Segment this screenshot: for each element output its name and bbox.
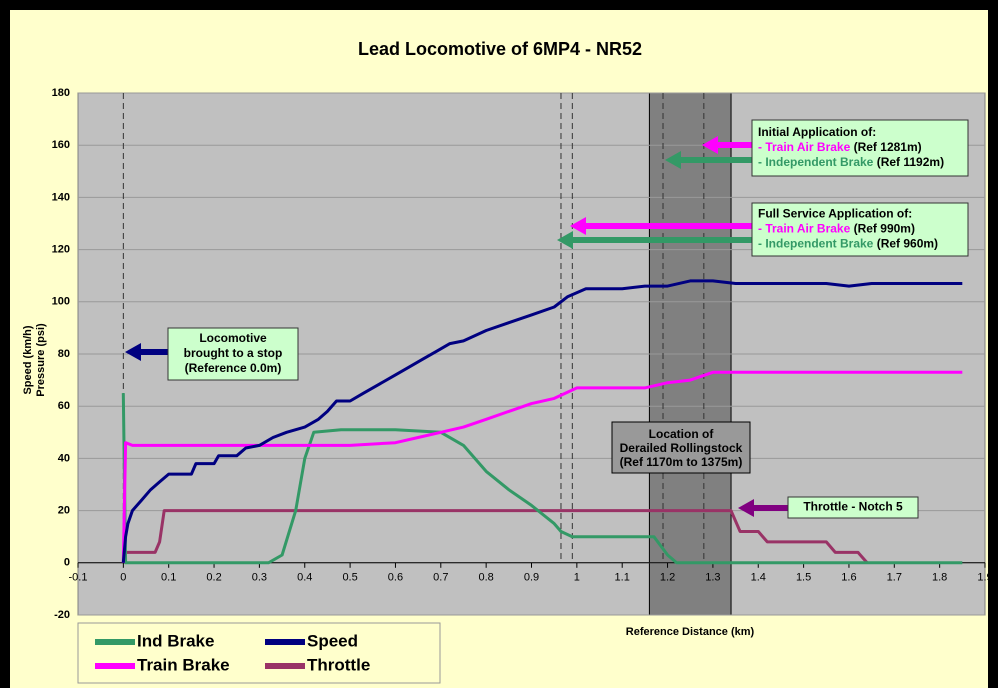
annotation-text: Initial Application of:: [758, 125, 876, 139]
x-tick-label: 1.5: [796, 572, 811, 584]
x-tick-label: 0.4: [297, 572, 312, 584]
x-tick-label: -0.1: [69, 572, 88, 584]
y-tick-label: -20: [54, 609, 70, 621]
annotation-text: Throttle - Notch 5: [803, 500, 903, 514]
x-tick-label: 1.1: [615, 572, 630, 584]
legend-box: [77, 622, 441, 684]
arrow-head: [665, 151, 681, 169]
chart-title: Lead Locomotive of 6MP4 - NR52: [358, 39, 642, 59]
y-axis-title: Speed (km/h): [22, 325, 34, 394]
y-tick-label: 40: [58, 452, 70, 464]
annotation-text: - Train Air Brake (Ref 1281m): [758, 140, 922, 154]
annotation-part: - Train Air Brake: [758, 222, 851, 236]
x-tick-label: 0: [120, 572, 126, 584]
arrow-head: [557, 231, 573, 249]
annotation-part: - Independent Brake: [758, 155, 874, 169]
annotation-part: - Train Air Brake: [758, 140, 851, 154]
x-tick-label: 0.1: [161, 572, 176, 584]
x-tick-label: 0.3: [252, 572, 267, 584]
y-axis-title: Pressure (psi): [35, 323, 47, 397]
legend-label: Ind Brake: [137, 631, 214, 650]
region-label-box: [611, 421, 751, 474]
annotation-text: - Train Air Brake (Ref 990m): [758, 222, 915, 236]
x-axis-title: Reference Distance (km): [626, 626, 755, 638]
annotation-part: (Ref 1281m): [850, 140, 921, 154]
arrow-head: [125, 343, 141, 361]
x-tick-label: 0.2: [206, 572, 221, 584]
annotation-box: [751, 119, 969, 177]
y-tick-label: 160: [52, 139, 70, 151]
y-tick-label: 120: [52, 244, 70, 256]
annotation-part: (Ref 960m): [873, 237, 938, 251]
series-line: [121, 509, 869, 564]
annotation-box: [787, 496, 919, 519]
arrow-head: [738, 499, 754, 517]
series-line: [121, 279, 963, 563]
x-tick-label: 1.3: [705, 572, 720, 584]
x-tick-label: 1.6: [841, 572, 856, 584]
arrow-head: [570, 217, 586, 235]
annotation-box: [167, 327, 299, 381]
x-tick-label: 0.7: [433, 572, 448, 584]
x-tick-label: 0.5: [342, 572, 357, 584]
annotation-text: - Independent Brake (Ref 960m): [758, 237, 938, 251]
legend-label: Throttle: [307, 655, 370, 674]
region-label: Location of: [649, 427, 715, 441]
x-tick-label: 1.7: [887, 572, 902, 584]
y-tick-label: 100: [52, 296, 70, 308]
region-label: (Ref 1170m to 1375m): [620, 455, 743, 469]
x-tick-label: 1.2: [660, 572, 675, 584]
x-tick-label: 0.8: [479, 572, 494, 584]
annotation-part: Initial Application of:: [758, 125, 876, 139]
series-line: [121, 393, 963, 565]
y-tick-label: 0: [64, 557, 70, 569]
arrow-head: [702, 136, 718, 154]
x-tick-label: 0.9: [524, 572, 539, 584]
y-tick-label: 180: [52, 87, 70, 99]
series-line: [121, 370, 963, 563]
annotation-text: Locomotive: [199, 331, 267, 345]
annotation-part: (Ref 1192m): [873, 155, 944, 169]
x-tick-label: 1: [574, 572, 580, 584]
annotation-part: Full Service Application of:: [758, 207, 912, 221]
annotation-text: (Reference 0.0m): [185, 361, 282, 375]
y-tick-label: 60: [58, 400, 70, 412]
legend-label: Train Brake: [137, 655, 230, 674]
annotation-text: brought to a stop: [184, 346, 283, 360]
annotation-part: (Reference 0.0m): [185, 361, 282, 375]
annotation-box: [751, 202, 969, 257]
legend-label: Speed: [307, 631, 358, 650]
region-label: Derailed Rollingstock: [620, 441, 743, 455]
annotation-part: - Independent Brake: [758, 237, 874, 251]
x-tick-label: 1.8: [932, 572, 947, 584]
annotation-part: Throttle - Notch 5: [803, 500, 903, 514]
annotation-text: - Independent Brake (Ref 1192m): [758, 155, 944, 169]
annotation-text: Full Service Application of:: [758, 207, 912, 221]
x-tick-label: 1.9: [977, 572, 992, 584]
annotation-part: (Ref 990m): [850, 222, 915, 236]
y-tick-label: 20: [58, 505, 70, 517]
x-tick-label: 0.6: [388, 572, 403, 584]
y-tick-label: 80: [58, 348, 70, 360]
y-tick-label: 140: [52, 191, 70, 203]
annotation-part: brought to a stop: [184, 346, 283, 360]
annotation-part: Locomotive: [199, 331, 267, 345]
x-tick-label: 1.4: [751, 572, 766, 584]
